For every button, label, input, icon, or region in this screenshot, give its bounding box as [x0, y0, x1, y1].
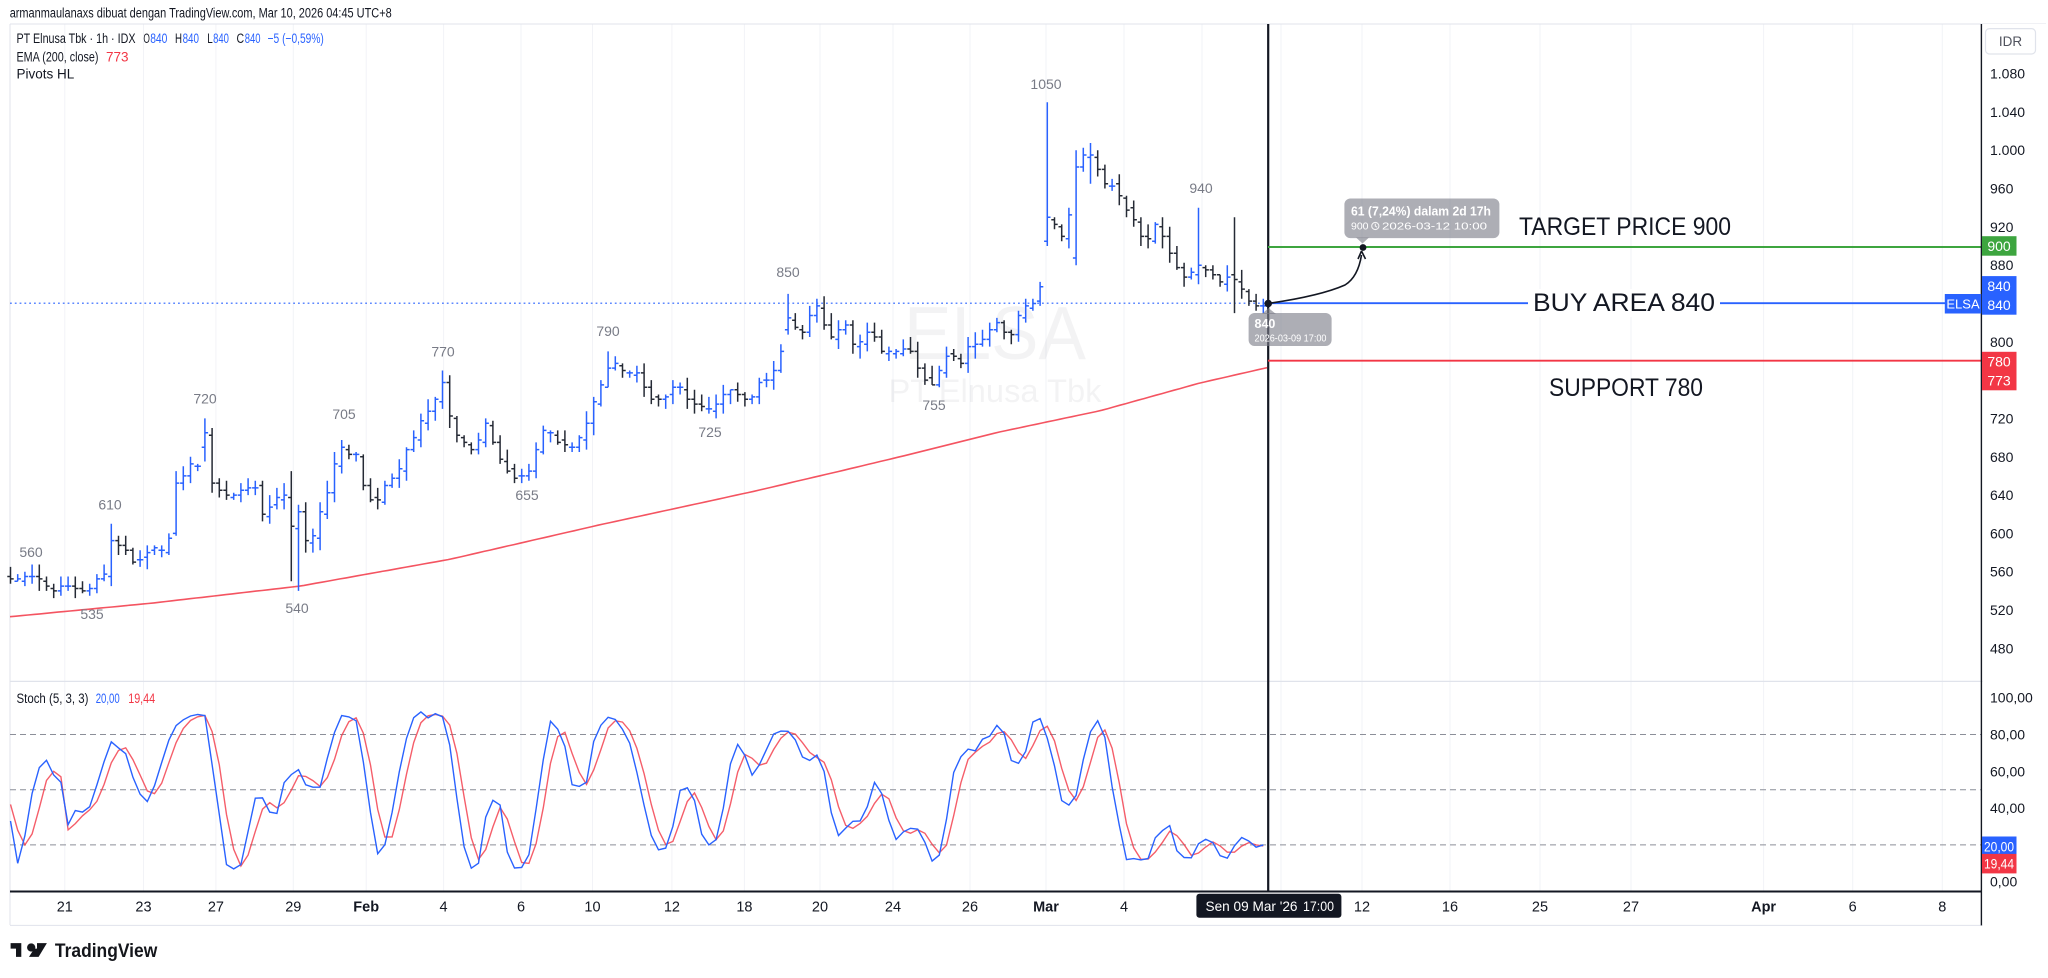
svg-text:27: 27 [208, 900, 224, 916]
svg-text:24: 24 [885, 900, 901, 916]
svg-text:IDR: IDR [1999, 34, 2023, 49]
svg-text:720: 720 [193, 391, 217, 407]
svg-text:Stoch (5, 3, 3): Stoch (5, 3, 3) [17, 691, 89, 706]
svg-text:61 (7,24%) dalam 2d 17h: 61 (7,24%) dalam 2d 17h [1351, 205, 1491, 219]
svg-text:21: 21 [57, 900, 73, 916]
svg-text:10: 10 [584, 900, 600, 916]
svg-text:840: 840 [1255, 317, 1276, 331]
svg-text:840: 840 [1987, 278, 2011, 294]
svg-text:1050: 1050 [1030, 76, 1061, 92]
svg-text:Mar: Mar [1033, 900, 1059, 916]
svg-text:Sen 09 Mar '26: Sen 09 Mar '26 [1206, 898, 1298, 914]
svg-text:1.000: 1.000 [1990, 142, 2025, 158]
svg-text:ELSA: ELSA [1946, 297, 1980, 312]
svg-text:O: O [143, 31, 150, 46]
svg-text:100,00: 100,00 [1990, 690, 2033, 706]
svg-text:960: 960 [1990, 181, 2014, 197]
svg-text:725: 725 [698, 424, 722, 440]
svg-text:2026-03-12 10:00: 2026-03-12 10:00 [1382, 221, 1487, 233]
svg-text:16: 16 [1442, 900, 1458, 916]
svg-text:29: 29 [285, 900, 301, 916]
svg-text:840: 840 [1987, 297, 2011, 313]
svg-text:27: 27 [1623, 900, 1639, 916]
svg-text:880: 880 [1990, 257, 2014, 273]
svg-text:900: 900 [1351, 221, 1369, 233]
svg-text:705: 705 [332, 406, 356, 422]
svg-text:−5 (−0,59%): −5 (−0,59%) [268, 31, 324, 46]
svg-text:Pivots HL: Pivots HL [17, 67, 75, 82]
svg-text:840: 840 [150, 31, 167, 46]
svg-text:L: L [207, 31, 213, 46]
svg-text:19,44: 19,44 [1984, 856, 2014, 872]
svg-text:armanmaulanaxs dibuat dengan T: armanmaulanaxs dibuat dengan TradingView… [10, 6, 392, 21]
svg-text:20: 20 [812, 900, 828, 916]
svg-text:12: 12 [664, 900, 680, 916]
svg-text:480: 480 [1990, 640, 2014, 656]
svg-text:C: C [237, 31, 245, 46]
svg-text:680: 680 [1990, 449, 2014, 465]
svg-text:640: 640 [1990, 487, 2014, 503]
svg-text:920: 920 [1990, 219, 2014, 235]
svg-text:0,00: 0,00 [1990, 874, 2017, 890]
svg-text:TARGET PRICE 900: TARGET PRICE 900 [1519, 213, 1731, 241]
svg-text:ELSA: ELSA [904, 291, 1086, 375]
svg-text:Feb: Feb [353, 900, 379, 916]
svg-text:6: 6 [1849, 900, 1857, 916]
svg-text:560: 560 [1990, 564, 2014, 580]
svg-text:790: 790 [596, 323, 620, 339]
svg-text:EMA (200, close): EMA (200, close) [17, 50, 99, 65]
svg-text:8: 8 [1938, 900, 1946, 916]
svg-text:1.080: 1.080 [1990, 66, 2025, 82]
svg-text:4: 4 [1120, 900, 1128, 916]
svg-text:560: 560 [19, 544, 43, 560]
svg-text:60,00: 60,00 [1990, 763, 2025, 779]
svg-text:850: 850 [776, 264, 800, 280]
svg-text:80,00: 80,00 [1990, 727, 2025, 743]
svg-text:BUY AREA 840: BUY AREA 840 [1533, 289, 1715, 317]
svg-text:600: 600 [1990, 525, 2014, 541]
svg-text:720: 720 [1990, 410, 2014, 426]
svg-text:Apr: Apr [1751, 900, 1776, 916]
svg-text:540: 540 [285, 600, 309, 616]
svg-text:26: 26 [962, 900, 978, 916]
svg-text:900: 900 [1987, 238, 2011, 254]
svg-text:773: 773 [106, 50, 129, 65]
svg-text:40,00: 40,00 [1990, 800, 2025, 816]
svg-text:770: 770 [431, 343, 455, 359]
svg-text:655: 655 [515, 487, 539, 503]
svg-text:4: 4 [440, 900, 448, 916]
svg-text:520: 520 [1990, 602, 2014, 618]
svg-text:SUPPORT 780: SUPPORT 780 [1549, 374, 1703, 402]
svg-text:840: 840 [245, 31, 261, 46]
svg-text:H: H [175, 31, 182, 46]
svg-text:PT Elnusa Tbk: PT Elnusa Tbk [889, 373, 1103, 409]
svg-text:TradingView: TradingView [55, 940, 158, 962]
svg-text:2026-03-09 17:00: 2026-03-09 17:00 [1255, 333, 1327, 345]
svg-text:840: 840 [183, 31, 199, 46]
svg-text:773: 773 [1987, 373, 2011, 389]
svg-text:610: 610 [98, 497, 122, 513]
svg-text:840: 840 [213, 31, 229, 46]
svg-text:6: 6 [517, 900, 525, 916]
svg-text:780: 780 [1987, 354, 2011, 370]
svg-text:20,00: 20,00 [1984, 838, 2014, 854]
svg-text:800: 800 [1990, 334, 2014, 350]
svg-text:17:00: 17:00 [1303, 898, 1334, 914]
svg-text:19,44: 19,44 [128, 691, 155, 706]
svg-text:20,00: 20,00 [96, 691, 120, 706]
svg-text:1.040: 1.040 [1990, 104, 2025, 120]
svg-text:23: 23 [135, 900, 151, 916]
svg-text:12: 12 [1354, 900, 1370, 916]
svg-text:535: 535 [80, 606, 104, 622]
svg-text:18: 18 [736, 900, 752, 916]
svg-text:755: 755 [922, 397, 946, 413]
svg-text:940: 940 [1189, 180, 1213, 196]
svg-text:25: 25 [1532, 900, 1548, 916]
svg-text:PT Elnusa Tbk · 1h · IDX: PT Elnusa Tbk · 1h · IDX [17, 31, 136, 46]
